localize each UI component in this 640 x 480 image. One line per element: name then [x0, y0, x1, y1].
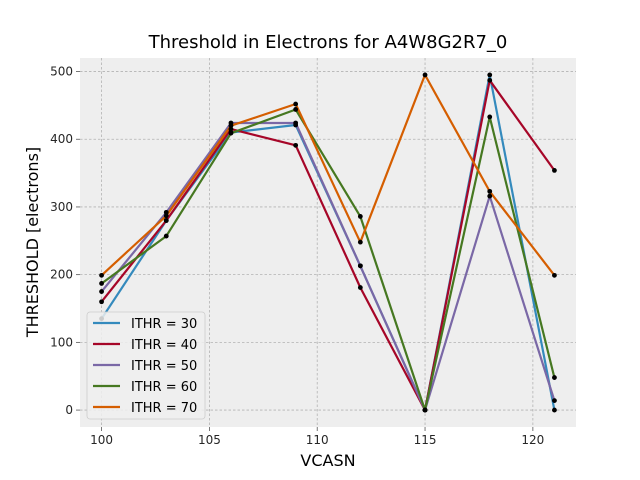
x-tick-label: 120 [521, 433, 544, 447]
series-line-3 [100, 121, 556, 412]
chart-title: Threshold in Electrons for A4W8G2R7_0 [148, 32, 508, 53]
data-point [357, 239, 363, 245]
data-point [228, 126, 234, 132]
y-tick-label: 500 [50, 65, 73, 79]
legend-label: ITHR = 30 [131, 317, 197, 332]
data-point [552, 167, 557, 173]
y-tick-label: 200 [50, 268, 73, 282]
legend-label: ITHR = 60 [131, 380, 197, 395]
data-point [422, 72, 428, 78]
data-point [163, 213, 169, 219]
x-tick-label: 115 [414, 433, 437, 447]
data-point [99, 281, 104, 286]
legend-label: ITHR = 70 [131, 401, 197, 416]
data-point [228, 123, 234, 129]
x-tick-label: 100 [90, 433, 113, 447]
data-point [99, 289, 104, 294]
x-tick-label: 110 [306, 433, 329, 447]
series-layer [99, 72, 557, 413]
series-line-4 [100, 108, 556, 412]
data-point [293, 142, 299, 148]
data-point [228, 130, 234, 136]
data-point [357, 285, 363, 290]
data-point [487, 114, 493, 120]
y-tick-label: 300 [50, 200, 73, 214]
data-point [487, 193, 493, 199]
data-point [552, 272, 557, 278]
series-line-5 [100, 73, 556, 277]
y-tick-label: 100 [50, 335, 73, 349]
data-point [357, 263, 363, 269]
axis-ticks: 100 105 110 115 120 0 100 200 300 400 500 [50, 65, 544, 447]
legend: ITHR = 30 ITHR = 40 ITHR = 50 ITHR = 60 ITHR… [86, 311, 206, 420]
data-point [487, 77, 493, 83]
data-point [552, 398, 557, 403]
legend-label: ITHR = 50 [131, 359, 197, 374]
data-point [293, 120, 299, 126]
y-axis-label: THRESHOLD [electrons] [23, 147, 42, 338]
y-tick-label: 400 [50, 132, 73, 146]
data-point [163, 233, 169, 239]
data-point [163, 209, 169, 215]
data-point [487, 188, 493, 194]
data-point [99, 272, 104, 278]
data-point [293, 107, 299, 112]
data-point [552, 375, 557, 380]
data-point [293, 101, 299, 107]
y-tick-label: 0 [65, 403, 73, 417]
series-line-2 [100, 79, 556, 412]
data-point [552, 407, 557, 413]
data-point [357, 214, 363, 219]
data-point [163, 218, 169, 223]
x-axis-label: VCASN [300, 451, 355, 470]
legend-box [86, 311, 206, 420]
data-point [99, 299, 104, 305]
x-tick-label: 105 [198, 433, 221, 447]
legend-label: ITHR = 40 [131, 338, 197, 353]
data-point [487, 72, 493, 78]
data-point [422, 407, 428, 413]
